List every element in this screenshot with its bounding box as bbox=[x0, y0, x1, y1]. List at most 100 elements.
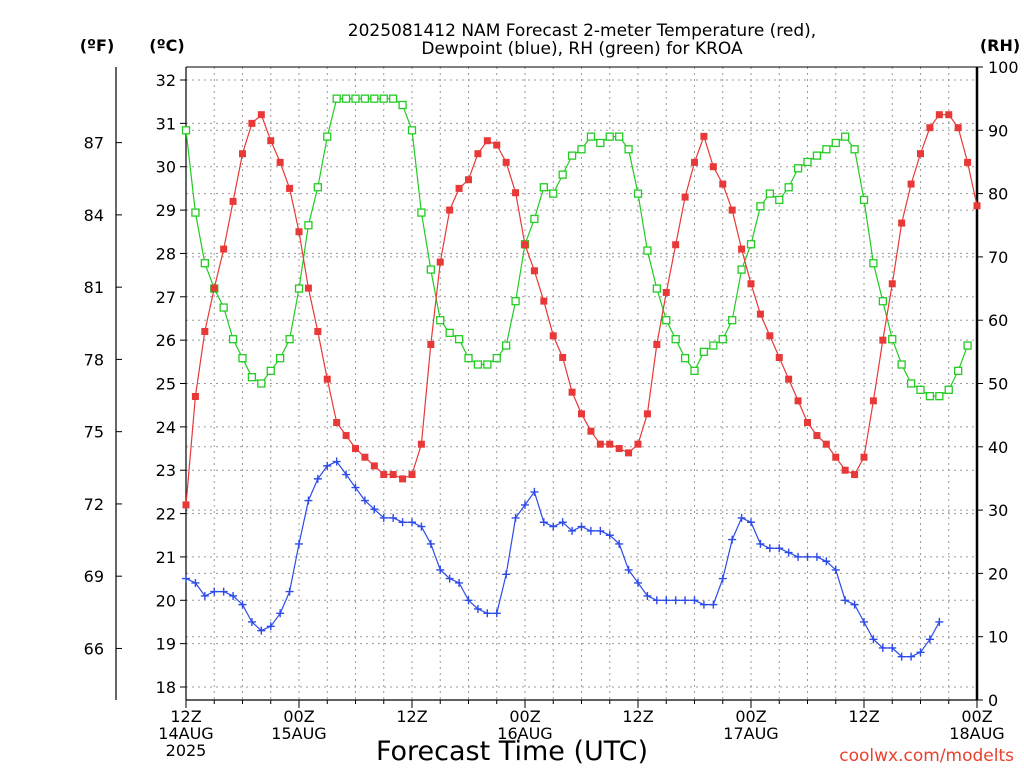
dewpoint-point bbox=[483, 609, 492, 618]
temperature-point bbox=[399, 475, 407, 483]
dewpoint-point bbox=[266, 622, 275, 631]
rh-point bbox=[841, 132, 850, 141]
dewpoint-point bbox=[285, 587, 294, 596]
celsius-tick-label: 31 bbox=[156, 114, 176, 133]
rh-point bbox=[285, 335, 294, 344]
rh-point bbox=[690, 366, 699, 375]
dewpoint-point bbox=[511, 513, 520, 522]
dewpoint-point bbox=[737, 513, 746, 522]
dewpoint-point bbox=[473, 604, 482, 613]
fahrenheit-unit-label: (ºF) bbox=[80, 36, 115, 55]
chart-title-line-1: 2025081412 NAM Forecast 2-meter Temperat… bbox=[348, 21, 816, 41]
dewpoint-point bbox=[690, 596, 699, 605]
temperature-point bbox=[540, 297, 548, 305]
time-tick-label: 00Z bbox=[509, 707, 540, 726]
temperature-point bbox=[323, 375, 331, 383]
rh-point bbox=[567, 151, 577, 160]
temperature-point bbox=[370, 462, 378, 470]
celsius-tick-label: 32 bbox=[156, 71, 176, 90]
rh-tick-label: 90 bbox=[988, 121, 1008, 140]
rh-point bbox=[709, 341, 718, 350]
dewpoint-point bbox=[596, 526, 605, 535]
dewpoint-point bbox=[907, 652, 916, 661]
dewpoint-point bbox=[389, 513, 398, 522]
celsius-tick-label: 19 bbox=[156, 635, 176, 654]
temperature-point bbox=[917, 150, 924, 158]
dewpoint-point bbox=[492, 609, 501, 618]
time-tick-label: 00Z bbox=[735, 707, 766, 726]
temperature-point bbox=[512, 189, 520, 197]
fahrenheit-tick-label: 69 bbox=[84, 567, 104, 586]
temperature-point bbox=[521, 241, 529, 249]
x-axis-label: Forecast Time (UTC) bbox=[376, 736, 648, 767]
temperature-point bbox=[220, 245, 228, 253]
credit-text: coolwx.com/modelts bbox=[839, 746, 1014, 766]
temperature-point bbox=[436, 258, 444, 266]
temperature-point bbox=[276, 158, 284, 166]
rh-point bbox=[925, 392, 935, 401]
dewpoint-point bbox=[624, 565, 633, 574]
rh-point bbox=[680, 354, 690, 363]
dewpoint-point bbox=[812, 552, 821, 561]
celsius-tick-label: 24 bbox=[156, 418, 176, 437]
rh-point bbox=[454, 335, 464, 344]
dewpoint-point bbox=[342, 470, 351, 479]
temperature-series bbox=[182, 111, 981, 509]
rh-point bbox=[699, 347, 709, 357]
temperature-point bbox=[446, 206, 454, 214]
temperature-point bbox=[568, 388, 576, 396]
rh-point bbox=[869, 259, 878, 268]
temperature-point bbox=[775, 353, 783, 361]
rh-point bbox=[718, 335, 727, 344]
dewpoint-point bbox=[615, 539, 624, 548]
dewpoint-point bbox=[841, 596, 850, 605]
rh-tick-label: 50 bbox=[988, 375, 1008, 394]
dewpoint-point bbox=[502, 570, 511, 579]
dewpoint-point bbox=[634, 578, 642, 587]
dewpoint-point bbox=[709, 600, 718, 609]
dewpoint-point bbox=[699, 600, 708, 609]
temperature-point bbox=[417, 440, 425, 448]
rh-point bbox=[756, 202, 765, 211]
rh-point bbox=[530, 214, 539, 224]
temperature-point bbox=[851, 471, 859, 479]
dewpoint-point bbox=[775, 544, 784, 553]
temperature-point bbox=[907, 180, 915, 188]
rh-point bbox=[784, 183, 793, 192]
temperature-point bbox=[465, 176, 472, 184]
temperature-point bbox=[954, 124, 962, 132]
rh-tick-label: 80 bbox=[988, 185, 1008, 204]
rh-point bbox=[765, 189, 774, 198]
chart-text: 2025081412 NAM Forecast 2-meter Temperat… bbox=[80, 21, 1020, 767]
temperature-point bbox=[578, 410, 585, 418]
rh-point bbox=[746, 240, 756, 249]
temperature-point bbox=[267, 137, 275, 145]
rh-point bbox=[483, 360, 492, 369]
rh-tick-label: 30 bbox=[988, 501, 1008, 520]
rh-point bbox=[897, 360, 906, 369]
fahrenheit-tick-label: 75 bbox=[84, 423, 104, 442]
dewpoint-point bbox=[295, 539, 303, 548]
fahrenheit-tick-label: 66 bbox=[84, 639, 104, 658]
temperature-point bbox=[483, 137, 491, 145]
rh-point bbox=[596, 138, 605, 148]
dewpoint-point bbox=[831, 565, 840, 574]
temperature-point bbox=[455, 184, 463, 192]
time-tick-label: 16AUG bbox=[497, 724, 552, 743]
rh-point bbox=[775, 195, 784, 205]
series-line bbox=[185, 97, 969, 397]
time-tick-label: 15AUG bbox=[271, 724, 326, 743]
fahrenheit-tick-label: 84 bbox=[84, 206, 104, 225]
rh-point bbox=[963, 341, 972, 350]
rh-point bbox=[822, 145, 831, 154]
celsius-tick-label: 25 bbox=[156, 375, 176, 394]
dewpoint-point bbox=[681, 596, 690, 605]
dewpoint-point bbox=[210, 587, 219, 596]
temperature-point bbox=[785, 375, 793, 383]
celsius-tick-label: 18 bbox=[156, 678, 176, 697]
axes: 18 19 20 21 22 23 24 25 26 27 28 29 30 31 32 66 69 72 75 78… bbox=[84, 58, 1019, 760]
temperature-point bbox=[804, 419, 811, 427]
temperature-point bbox=[530, 267, 538, 275]
temperature-point bbox=[239, 150, 246, 158]
